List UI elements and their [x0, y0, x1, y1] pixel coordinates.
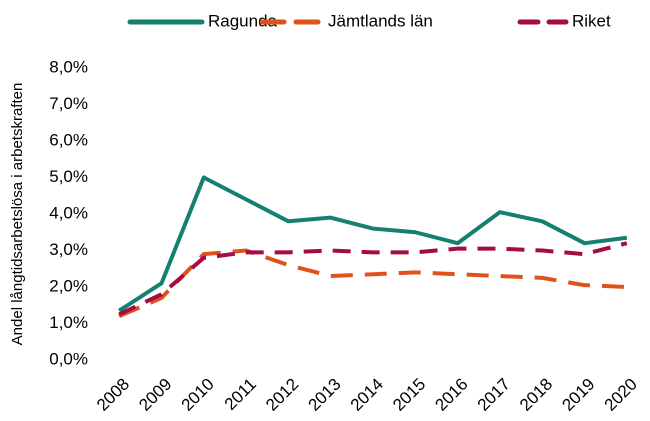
y-tick-label: 7,0% [49, 94, 88, 113]
x-tick-label: 2008 [93, 375, 133, 415]
y-tick-label: 4,0% [49, 203, 88, 222]
y-tick-label: 5,0% [49, 167, 88, 186]
x-tick-label: 2009 [135, 375, 175, 415]
x-tick-label: 2019 [558, 375, 598, 415]
y-tick-label: 6,0% [49, 130, 88, 149]
x-tick-label: 2016 [431, 375, 471, 415]
y-axis-title: Andel långtidsarbetslösa i arbetskraften [9, 83, 26, 346]
x-tick-label: 2014 [347, 375, 387, 415]
x-tick-label: 2020 [601, 375, 641, 415]
y-tick-label: 2,0% [49, 276, 88, 295]
x-tick-label: 2012 [262, 375, 302, 415]
series-line [118, 241, 628, 317]
y-tick-label: 0,0% [49, 349, 88, 368]
series-line [118, 175, 628, 313]
x-tick-label: 2010 [178, 375, 218, 415]
x-tick-label: 2013 [305, 375, 345, 415]
legend-label: Riket [572, 11, 611, 30]
x-tick-label: 2011 [221, 375, 260, 414]
x-tick-label: 2017 [474, 375, 514, 415]
x-tick-label: 2018 [516, 375, 556, 415]
legend-label: Ragunda [208, 11, 278, 30]
x-tick-label: 2015 [389, 375, 429, 415]
legend-label: Jämtlands län [328, 11, 433, 30]
y-tick-label: 1,0% [49, 313, 88, 332]
y-tick-label: 8,0% [49, 57, 88, 76]
y-tick-label: 3,0% [49, 240, 88, 259]
series-line [118, 248, 627, 319]
